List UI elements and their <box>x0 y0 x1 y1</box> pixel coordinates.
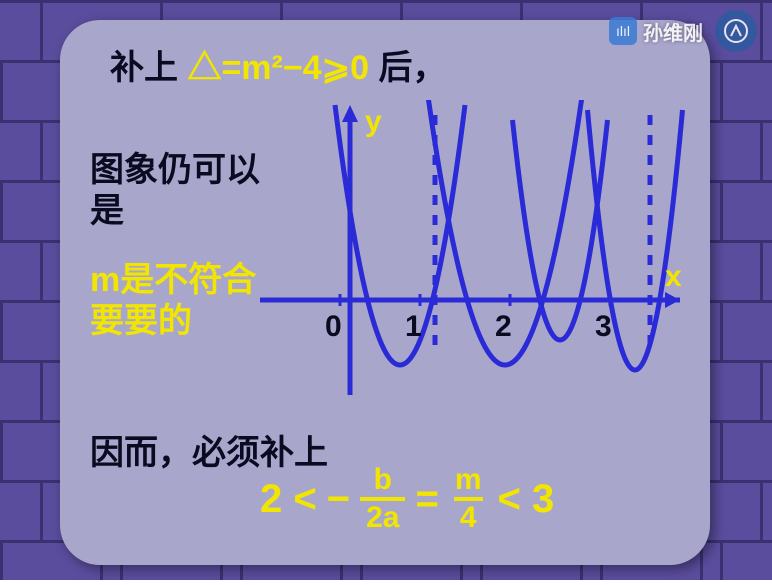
frac1-num: b <box>368 465 398 497</box>
frac2-num: m <box>449 465 488 497</box>
watermark: ılıl 孙维刚 <box>609 10 757 52</box>
watermark-text: 孙维刚 <box>643 17 703 46</box>
line-1: 补上 △=m²−4⩾0 后， <box>110 40 446 89</box>
axis-tick-label: 1 <box>405 310 422 344</box>
bottom-formula: 2 < − b 2a = m 4 < 3 <box>260 465 554 533</box>
line1-prefix: 补上 <box>110 49 178 87</box>
graph-area: y x 0 1 2 3 <box>260 100 690 410</box>
y-axis-label: y <box>365 105 382 139</box>
formula-right: < 3 <box>498 477 555 522</box>
graph-svg <box>260 100 690 410</box>
sound-bars-icon: ılıl <box>609 17 637 45</box>
line1-formula: △=m²−4⩾0 <box>187 49 369 87</box>
frac1-den: 2a <box>360 497 405 533</box>
formula-frac-1: b 2a <box>360 465 405 533</box>
line1-suffix: 后， <box>378 49 446 87</box>
formula-neg: − <box>327 477 350 522</box>
left-text-block-1: 图象仍可以是 <box>90 150 260 232</box>
axis-tick-label: 2 <box>495 310 512 344</box>
frac2-den: 4 <box>454 497 483 533</box>
left2-m: m <box>90 261 120 299</box>
watermark-circle-icon <box>715 10 757 52</box>
formula-left: 2 < <box>260 477 317 522</box>
formula-eq: = <box>415 477 438 522</box>
left-text-block-2: m是不符合要要的 <box>90 260 260 342</box>
axis-tick-label: 0 <box>325 310 342 344</box>
content-panel: 补上 △=m²−4⩾0 后， 图象仍可以是 m是不符合要要的 因而，必须补上 2… <box>60 20 710 565</box>
formula-frac-2: m 4 <box>449 465 488 533</box>
axis-tick-label: 3 <box>595 310 612 344</box>
x-axis-label: x <box>665 260 682 294</box>
